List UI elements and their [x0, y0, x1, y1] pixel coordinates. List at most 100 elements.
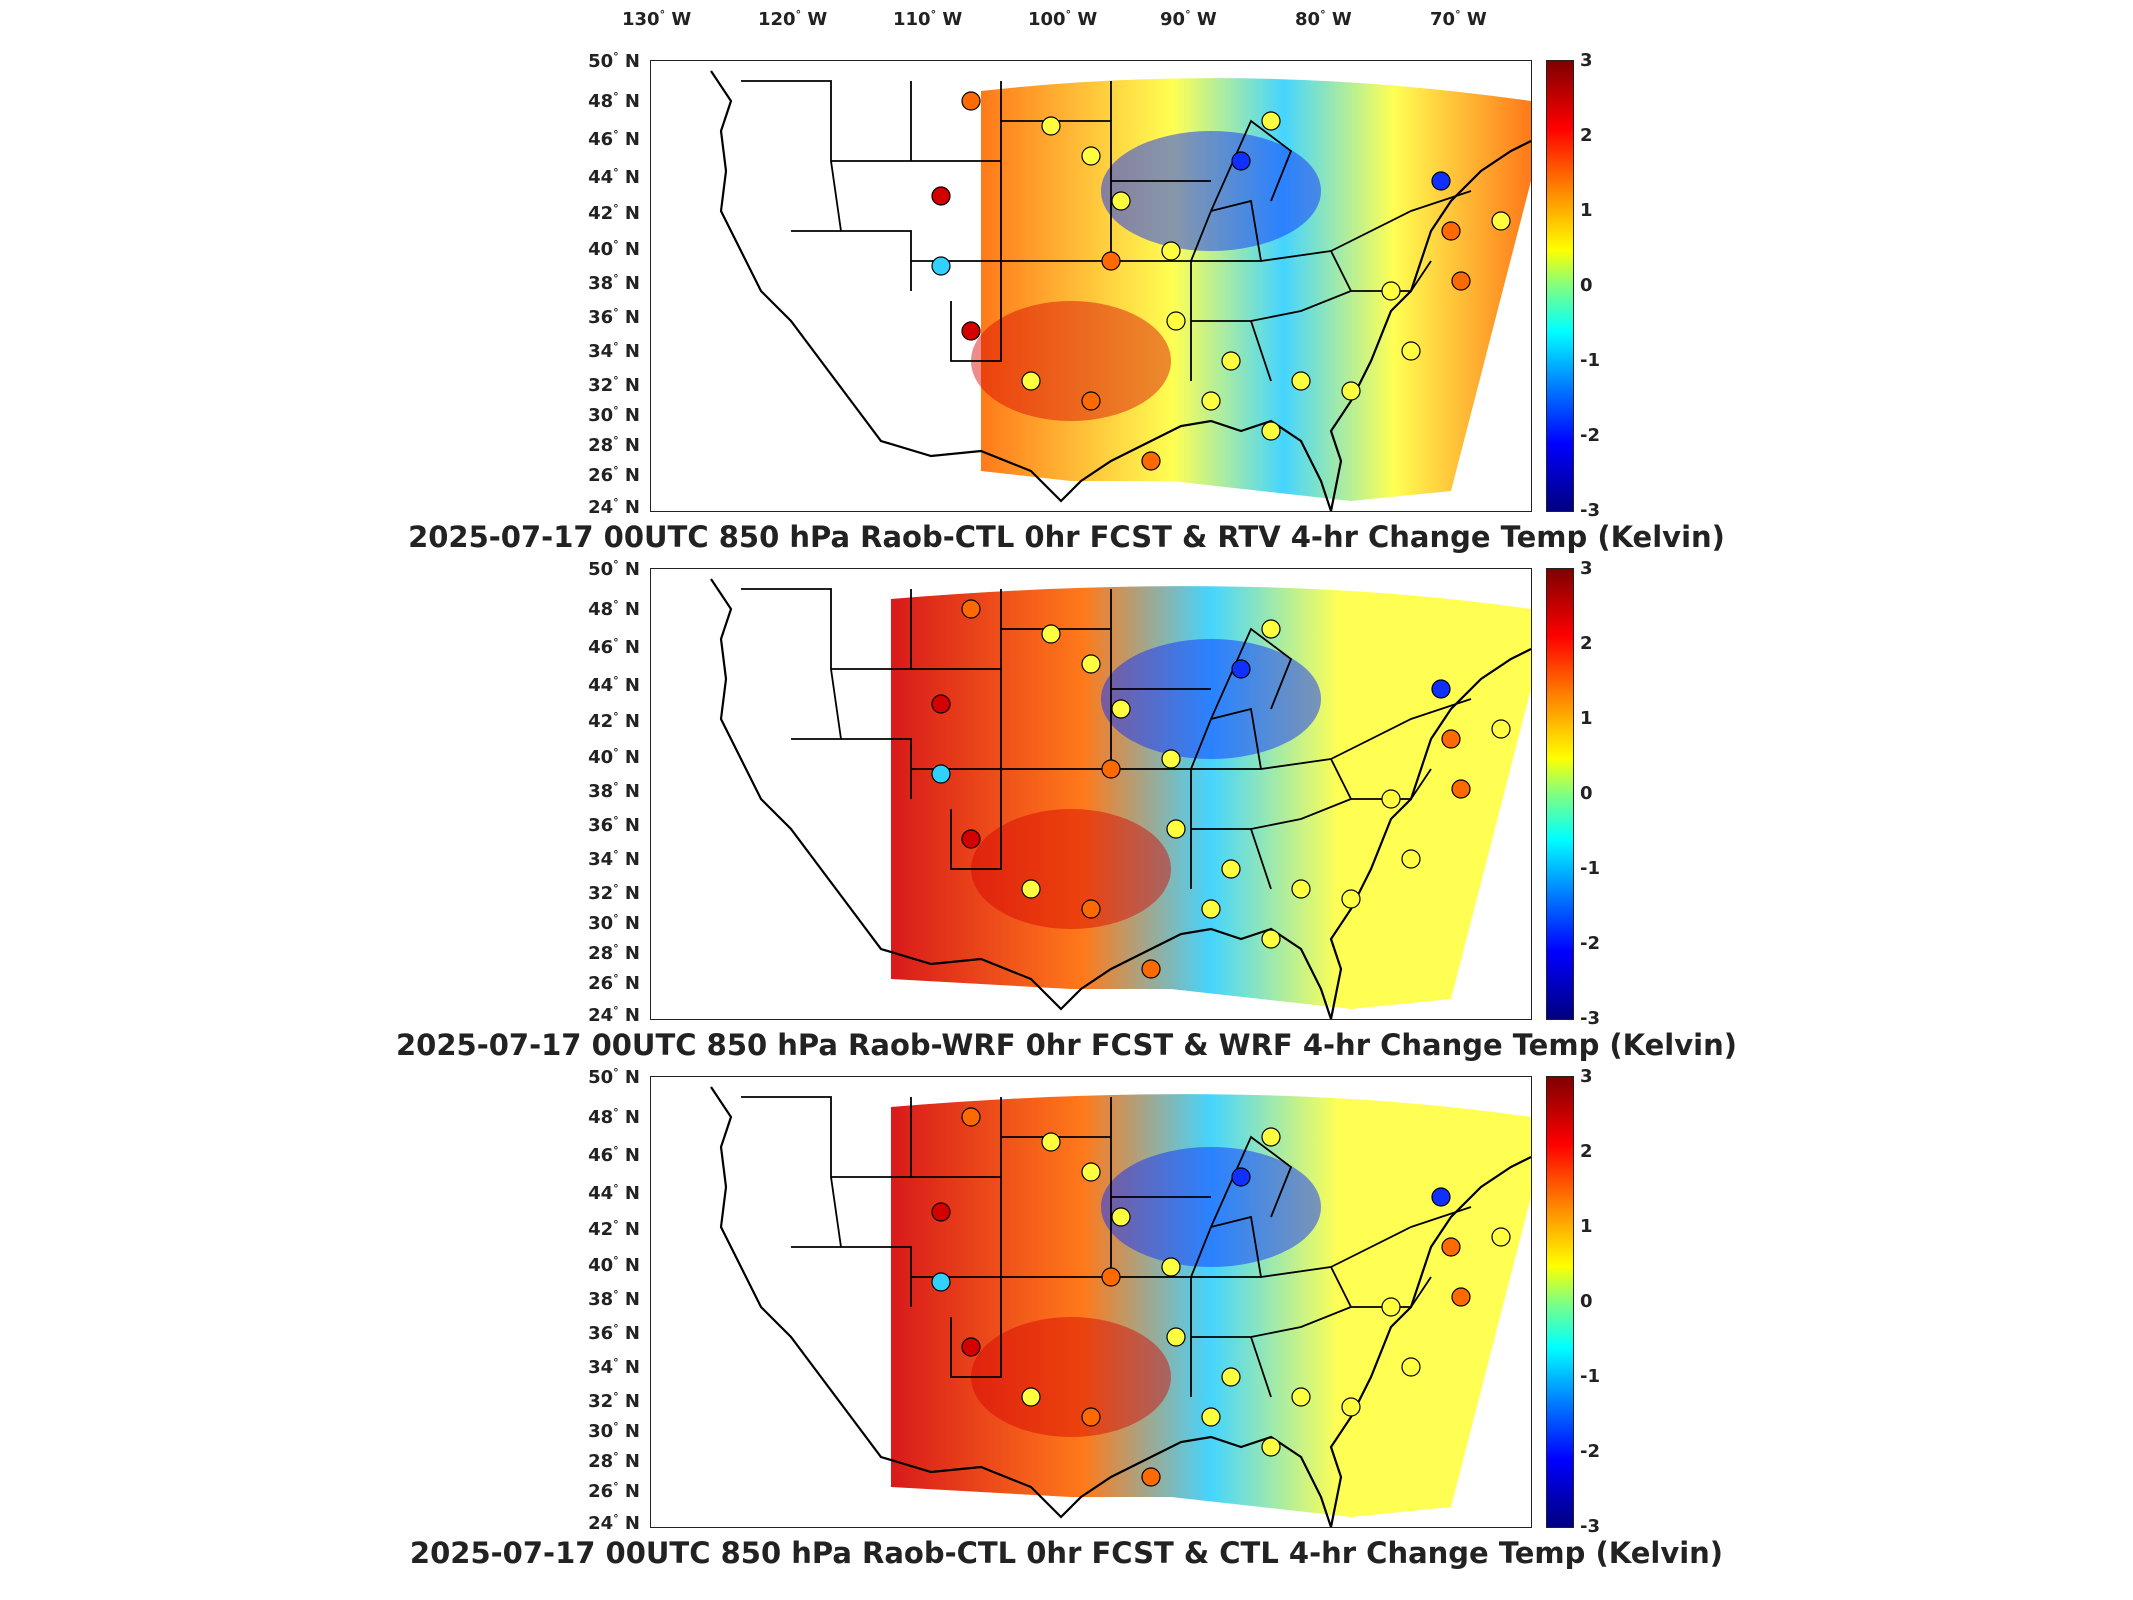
colorbar [1546, 1076, 1574, 1528]
latitude-label-36: 36° N [588, 306, 640, 328]
raob-station-marker [1431, 171, 1451, 191]
raob-station-marker [961, 321, 981, 341]
latitude-label-46: 46° N [588, 1144, 640, 1166]
longitude-label-80: 80° W [1295, 8, 1352, 30]
raob-station-marker [1261, 421, 1281, 441]
raob-station-marker [1141, 1467, 1161, 1487]
coastline [710, 70, 1531, 511]
colorbar-tick-label: 0 [1580, 275, 1593, 296]
raob-station-marker [931, 694, 951, 714]
latitude-label-42: 42° N [588, 1218, 640, 1240]
colorbar [1546, 60, 1574, 512]
colorbar-tick-label: -2 [1580, 933, 1600, 954]
raob-station-marker [1101, 251, 1121, 271]
raob-station-marker [1166, 819, 1186, 839]
raob-station-marker [1101, 759, 1121, 779]
raob-station-marker [1111, 699, 1131, 719]
longitude-label-110: 110° W [893, 8, 963, 30]
raob-station-marker [961, 1337, 981, 1357]
raob-station-marker [1491, 1227, 1511, 1247]
raob-station-marker [1261, 929, 1281, 949]
latitude-label-36: 36° N [588, 814, 640, 836]
raob-station-marker [1111, 191, 1131, 211]
raob-station-marker [1491, 719, 1511, 739]
raob-station-marker [1161, 1257, 1181, 1277]
temperature-map [650, 1076, 1532, 1528]
colorbar-tick-label: -1 [1580, 858, 1600, 879]
raob-station-marker [1451, 1287, 1471, 1307]
latitude-label-50: 50° N [588, 1066, 640, 1088]
raob-station-marker [1021, 879, 1041, 899]
raob-station-marker [1341, 889, 1361, 909]
colorbar-tick-label: -2 [1580, 1441, 1600, 1462]
latitude-label-26: 26° N [588, 972, 640, 994]
longitude-label-100: 100° W [1028, 8, 1098, 30]
colorbar-tick-label: -3 [1580, 1008, 1600, 1029]
raob-station-marker [1291, 879, 1311, 899]
raob-station-marker [961, 829, 981, 849]
raob-station-marker [931, 764, 951, 784]
longitude-label-90: 90° W [1160, 8, 1217, 30]
raob-station-marker [1141, 959, 1161, 979]
raob-station-marker [961, 599, 981, 619]
latitude-label-24: 24° N [588, 496, 640, 518]
colorbar-tick-label: -3 [1580, 500, 1600, 521]
raob-station-marker [961, 91, 981, 111]
raob-station-marker [1141, 451, 1161, 471]
latitude-label-30: 30° N [588, 912, 640, 934]
latitude-label-46: 46° N [588, 636, 640, 658]
colorbar-tick-label: 1 [1580, 200, 1593, 221]
raob-station-marker [1401, 1357, 1421, 1377]
cold-anomaly-region [1101, 1147, 1321, 1267]
colorbar-tick-label: -2 [1580, 425, 1600, 446]
latitude-label-48: 48° N [588, 90, 640, 112]
colorbar-tick-label: 3 [1580, 50, 1593, 71]
longitude-label-120: 120° W [758, 8, 828, 30]
latitude-label-28: 28° N [588, 434, 640, 456]
latitude-label-28: 28° N [588, 1450, 640, 1472]
raob-station-marker [1231, 151, 1251, 171]
raob-station-marker [1221, 351, 1241, 371]
map-canvas [710, 1086, 1531, 1527]
panel-title: 2025-07-17 00UTC 850 hPa Raob-CTL 0hr FC… [408, 520, 1725, 554]
raob-station-marker [1261, 111, 1281, 131]
colorbar-tick-label: 0 [1580, 783, 1593, 804]
raob-station-marker [1381, 1297, 1401, 1317]
latitude-label-34: 34° N [588, 340, 640, 362]
temperature-map [650, 60, 1532, 512]
raob-station-marker [931, 256, 951, 276]
raob-station-marker [1341, 381, 1361, 401]
raob-station-marker [1431, 1187, 1451, 1207]
latitude-label-24: 24° N [588, 1512, 640, 1534]
latitude-label-30: 30° N [588, 1420, 640, 1442]
raob-station-marker [1231, 659, 1251, 679]
latitude-label-28: 28° N [588, 942, 640, 964]
raob-station-marker [1081, 1162, 1101, 1182]
raob-station-marker [931, 1202, 951, 1222]
warm-anomaly-region [971, 301, 1171, 421]
raob-station-marker [1261, 1127, 1281, 1147]
raob-station-marker [1201, 391, 1221, 411]
raob-station-marker [1401, 849, 1421, 869]
latitude-label-26: 26° N [588, 1480, 640, 1502]
panel-title: 2025-07-17 00UTC 850 hPa Raob-WRF 0hr FC… [395, 1028, 1737, 1062]
raob-station-marker [1021, 1387, 1041, 1407]
raob-station-marker [931, 1272, 951, 1292]
latitude-label-38: 38° N [588, 1288, 640, 1310]
latitude-label-44: 44° N [588, 1182, 640, 1204]
latitude-label-24: 24° N [588, 1004, 640, 1026]
latitude-label-38: 38° N [588, 780, 640, 802]
raob-station-marker [1081, 391, 1101, 411]
raob-station-marker [1201, 1407, 1221, 1427]
latitude-label-36: 36° N [588, 1322, 640, 1344]
raob-station-marker [1381, 789, 1401, 809]
raob-station-marker [1441, 221, 1461, 241]
raob-station-marker [1021, 371, 1041, 391]
raob-station-marker [1441, 729, 1461, 749]
raob-station-marker [931, 186, 951, 206]
raob-station-marker [1111, 1207, 1131, 1227]
latitude-label-26: 26° N [588, 464, 640, 486]
latitude-label-40: 40° N [588, 1254, 640, 1276]
raob-station-marker [1221, 1367, 1241, 1387]
colorbar-tick-label: 2 [1580, 1141, 1593, 1162]
